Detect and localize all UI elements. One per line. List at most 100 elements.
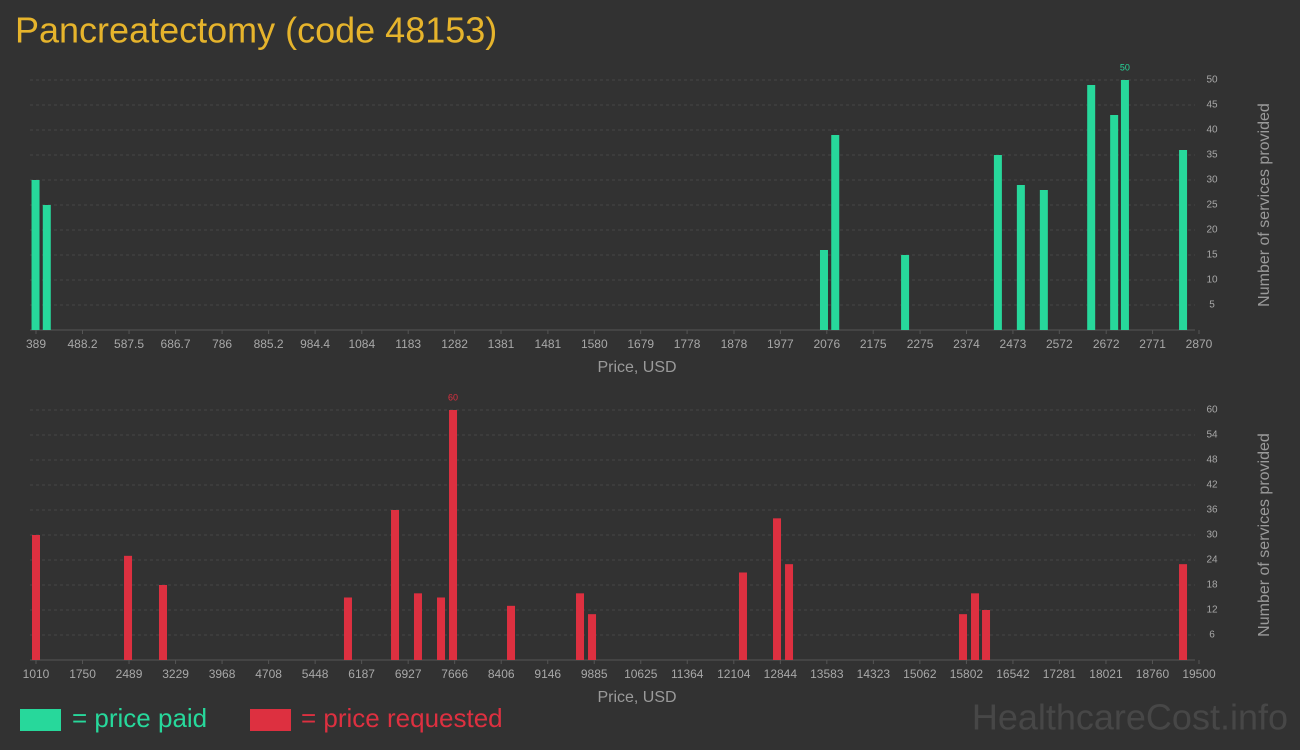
x-tick-label: 12104: [717, 667, 751, 681]
x-tick-label: 14323: [857, 667, 891, 681]
watermark: HealthcareCost.info: [972, 697, 1288, 738]
y-tick-label: 15: [1206, 250, 1218, 261]
legend-label: = price paid: [72, 703, 207, 733]
y-tick-label: 20: [1206, 225, 1218, 236]
y-tick-label: 36: [1206, 505, 1218, 516]
x-tick-label: 9146: [534, 667, 561, 681]
bar: [1087, 85, 1096, 330]
x-tick-label: 4708: [255, 667, 282, 681]
x-tick-label: 7666: [441, 667, 468, 681]
x-tick-label: 11364: [671, 667, 704, 681]
max-label: 60: [448, 392, 458, 402]
x-tick-label: 15062: [903, 667, 937, 681]
y-tick-label: 48: [1206, 455, 1218, 466]
bar: [831, 135, 840, 330]
x-tick-label: 2572: [1046, 337, 1073, 351]
bar: [1179, 150, 1188, 330]
x-tick-label: 885.2: [254, 337, 284, 351]
x-tick-label: 8406: [488, 667, 515, 681]
bar: [413, 593, 422, 660]
x-tick-label: 3229: [162, 667, 189, 681]
legend-swatch: [20, 709, 61, 731]
max-label: 50: [1120, 62, 1130, 72]
x-tick-label: 12844: [764, 667, 798, 681]
x-tick-label: 1084: [348, 337, 375, 351]
x-tick-label: 10625: [624, 667, 658, 681]
bar: [993, 155, 1002, 330]
x-tick-label: 1679: [627, 337, 654, 351]
y-tick-label: 42: [1206, 480, 1218, 491]
x-tick-label: 2175: [860, 337, 887, 351]
x-tick-label: 686.7: [161, 337, 191, 351]
x-tick-label: 1282: [441, 337, 468, 351]
bar: [576, 593, 585, 660]
x-tick-label: 786: [212, 337, 232, 351]
x-tick-label: 2489: [116, 667, 143, 681]
y-tick-label: 24: [1206, 555, 1218, 566]
y-tick-label: 35: [1206, 150, 1218, 161]
y-tick-label: 40: [1206, 125, 1218, 136]
x-tick-label: 2374: [953, 337, 980, 351]
x-tick-label: 984.4: [300, 337, 330, 351]
x-tick-label: 6187: [348, 667, 375, 681]
bar: [785, 564, 794, 660]
x-axis-title: Price, USD: [597, 689, 676, 706]
y-tick-label: 54: [1206, 430, 1218, 441]
y-tick-label: 45: [1206, 100, 1218, 111]
x-tick-label: 18760: [1136, 667, 1170, 681]
bar: [437, 597, 446, 660]
x-tick-label: 1977: [767, 337, 794, 351]
bar: [449, 410, 458, 660]
x-tick-label: 2771: [1139, 337, 1166, 351]
x-tick-label: 2275: [907, 337, 934, 351]
x-tick-label: 2076: [813, 337, 840, 351]
x-tick-label: 5448: [302, 667, 329, 681]
x-tick-label: 389: [26, 337, 46, 351]
x-tick-label: 19500: [1182, 667, 1216, 681]
y-tick-label: 5: [1209, 300, 1215, 311]
y-tick-label: 25: [1206, 200, 1218, 211]
bar: [158, 585, 167, 660]
y-tick-label: 30: [1206, 530, 1218, 541]
y-tick-label: 60: [1206, 405, 1218, 416]
bar: [507, 605, 516, 660]
x-tick-label: 15802: [950, 667, 984, 681]
x-tick-label: 2672: [1093, 337, 1120, 351]
x-tick-label: 1010: [23, 667, 50, 681]
y-tick-label: 10: [1206, 275, 1218, 286]
bar: [819, 250, 828, 330]
x-tick-label: 16542: [996, 667, 1030, 681]
x-axis-title: Price, USD: [597, 359, 676, 376]
y-tick-label: 18: [1206, 580, 1218, 591]
x-tick-label: 2473: [1000, 337, 1027, 351]
page-title: Pancreatectomy (code 48153): [15, 10, 497, 51]
x-tick-label: 1381: [488, 337, 515, 351]
x-tick-label: 1580: [581, 337, 608, 351]
x-tick-label: 1778: [674, 337, 701, 351]
bar: [1179, 564, 1188, 660]
bar: [773, 518, 782, 660]
bar: [738, 572, 747, 660]
legend-label: = price requested: [301, 703, 503, 733]
x-tick-label: 9885: [581, 667, 608, 681]
x-tick-label: 17281: [1043, 667, 1077, 681]
bar: [391, 510, 400, 660]
y-tick-label: 50: [1206, 75, 1218, 86]
bar: [31, 180, 40, 330]
x-tick-label: 1481: [535, 337, 562, 351]
bar: [42, 205, 51, 330]
bar: [1016, 185, 1025, 330]
bar: [959, 614, 968, 660]
x-tick-label: 13583: [810, 667, 844, 681]
y-axis-title: Number of services provided: [1256, 433, 1273, 637]
bar: [971, 593, 980, 660]
x-tick-label: 1750: [69, 667, 96, 681]
bar: [32, 535, 40, 660]
x-tick-label: 6927: [395, 667, 422, 681]
y-axis-title: Number of services provided: [1256, 103, 1273, 307]
bar: [1110, 115, 1119, 330]
legend-swatch: [250, 709, 291, 731]
x-tick-label: 1183: [395, 337, 421, 351]
bar: [1039, 190, 1048, 330]
